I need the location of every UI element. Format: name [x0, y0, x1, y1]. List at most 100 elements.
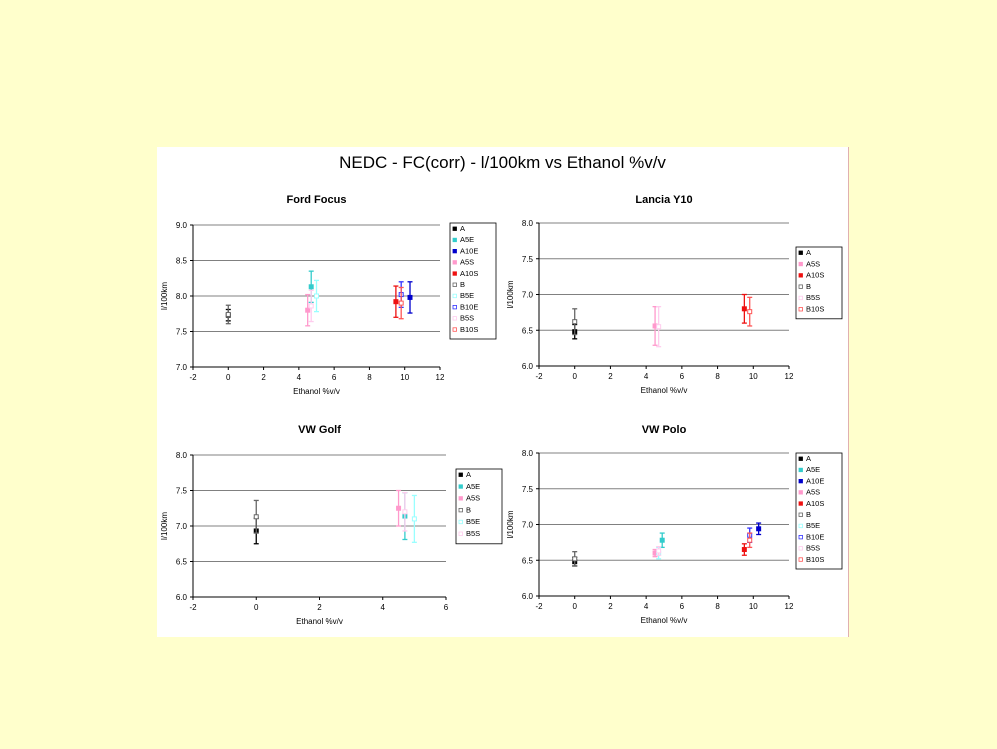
x-tick-label: -2: [535, 372, 543, 381]
legend-label: A5E: [460, 235, 474, 244]
legend-marker: [798, 557, 803, 562]
marker: [747, 309, 753, 315]
legend-item-b: B: [798, 282, 811, 291]
point-a10s: [741, 293, 747, 324]
legend-marker: [458, 496, 463, 501]
chart-title: VW Polo: [642, 424, 687, 436]
chart-panel: NEDC - FC(corr) - l/100km vs Ethanol %v/…: [157, 147, 849, 637]
y-tick-label: 8.0: [176, 292, 188, 301]
legend: A A5S A10S B B5S B10S: [795, 246, 843, 320]
legend-item-b5s: B5S: [798, 544, 820, 553]
point-a5s: [396, 489, 402, 527]
legend-item-b10s: B10S: [798, 305, 824, 314]
legend-marker: [452, 237, 457, 243]
point-b10s: [747, 296, 753, 327]
legend-label: B5S: [806, 544, 820, 553]
y-tick-label: 6.0: [176, 593, 188, 602]
marker: [225, 311, 231, 317]
legend-label: A10S: [806, 271, 824, 280]
marker: [396, 505, 402, 511]
legend-marker: [458, 472, 463, 477]
legend-item-a5s: A5S: [798, 259, 820, 268]
legend-label: B: [806, 510, 811, 519]
legend-item-b10s: B10S: [452, 325, 478, 334]
legend-label: B5E: [466, 517, 480, 526]
x-tick-label: -2: [189, 603, 197, 612]
x-tick-label: 0: [226, 373, 231, 382]
legend-item-b5s: B5S: [452, 314, 474, 323]
legend-item-b10e: B10E: [452, 302, 478, 311]
x-axis-label: Ethanol %v/v: [641, 616, 688, 625]
y-tick-label: 7.0: [522, 521, 534, 530]
legend-label: A: [466, 470, 471, 479]
y-tick-label: 7.5: [522, 485, 534, 494]
y-tick-label: 7.5: [176, 328, 188, 337]
y-tick-label: 8.5: [176, 257, 188, 266]
legend-marker: [798, 512, 803, 517]
y-tick-label: 7.0: [176, 363, 188, 372]
x-tick-label: -2: [189, 373, 197, 382]
point-b5s: [402, 491, 408, 532]
legend-label: A5E: [466, 482, 480, 491]
point-a10s: [741, 543, 747, 556]
legend-item-a5e: A5E: [452, 235, 474, 244]
legend-item-b: B: [458, 505, 471, 514]
chart-lancia-y10: Lancia Y10 6.0 6.5 7.0 7.5 8.0 -2 0 2 4 6 8 10 12 Etha…: [506, 194, 843, 395]
legend-label: A10E: [460, 246, 478, 255]
legend-item-b10s: B10S: [798, 555, 824, 564]
legend-marker: [798, 501, 803, 506]
chart-vw-polo: VW Polo 6.0 6.5 7.0 7.5 8.0 -2 0 2 4 6 8 10 12 Ethanol…: [506, 424, 843, 625]
legend-marker: [452, 293, 457, 299]
marker: [741, 306, 747, 312]
x-tick-label: 6: [444, 603, 449, 612]
y-tick-label: 8.0: [522, 449, 534, 458]
point-b5s: [308, 289, 314, 323]
legend-item-a10e: A10E: [452, 246, 478, 255]
legend-marker: [798, 479, 803, 484]
x-tick-label: 8: [715, 372, 720, 381]
x-tick-label: 0: [572, 602, 577, 611]
legend-label: A: [806, 248, 811, 257]
x-tick-label: 12: [785, 372, 794, 381]
point-b: [572, 551, 578, 567]
legend-marker: [458, 519, 463, 525]
legend-label: A10E: [806, 476, 824, 485]
x-tick-label: 2: [261, 373, 266, 382]
legend-marker: [798, 456, 803, 461]
x-tick-label: 4: [644, 602, 649, 611]
chart-title: Lancia Y10: [635, 194, 692, 206]
legend-label: B5S: [806, 293, 820, 302]
legend-item-a10e: A10E: [798, 476, 824, 485]
legend-box: [795, 246, 843, 320]
point-b: [225, 304, 231, 325]
marker: [656, 324, 662, 330]
legend-marker: [798, 273, 803, 278]
legend-item-a5s: A5S: [798, 488, 820, 497]
legend-marker: [798, 261, 803, 267]
legend-label: A5S: [806, 488, 820, 497]
marker: [305, 307, 311, 313]
legend: A A5E A5S B B5E B5S: [455, 468, 503, 545]
legend-item-a10s: A10S: [452, 269, 478, 278]
legend-item-a10s: A10S: [798, 271, 824, 280]
legend-label: A5S: [460, 258, 474, 267]
legend-marker: [798, 535, 803, 540]
point-b5s: [656, 546, 662, 556]
x-tick-label: 0: [572, 372, 577, 381]
legend: A A5E A10E A5S A10S B B5E B10E B5S B10S: [449, 222, 497, 340]
point-b: [253, 499, 259, 534]
x-tick-label: 6: [680, 372, 685, 381]
chart-vw-golf: VW Golf 6.0 6.5 7.0 7.5 8.0 -2 0 2 4 6 Ethanol %v/v…: [160, 424, 503, 626]
legend-label: B5S: [460, 314, 474, 323]
legend-marker: [452, 327, 457, 332]
legend-item-a5e: A5E: [458, 482, 480, 491]
legend-label: A5S: [806, 259, 820, 268]
y-axis-label: l/100km: [160, 282, 169, 310]
y-tick-label: 6.0: [522, 592, 534, 601]
point-b: [572, 308, 578, 336]
marker: [411, 516, 417, 522]
marker: [308, 303, 314, 309]
y-tick-label: 7.0: [522, 291, 534, 300]
legend-label: B10S: [806, 555, 824, 564]
chart-title: Ford Focus: [287, 194, 347, 206]
